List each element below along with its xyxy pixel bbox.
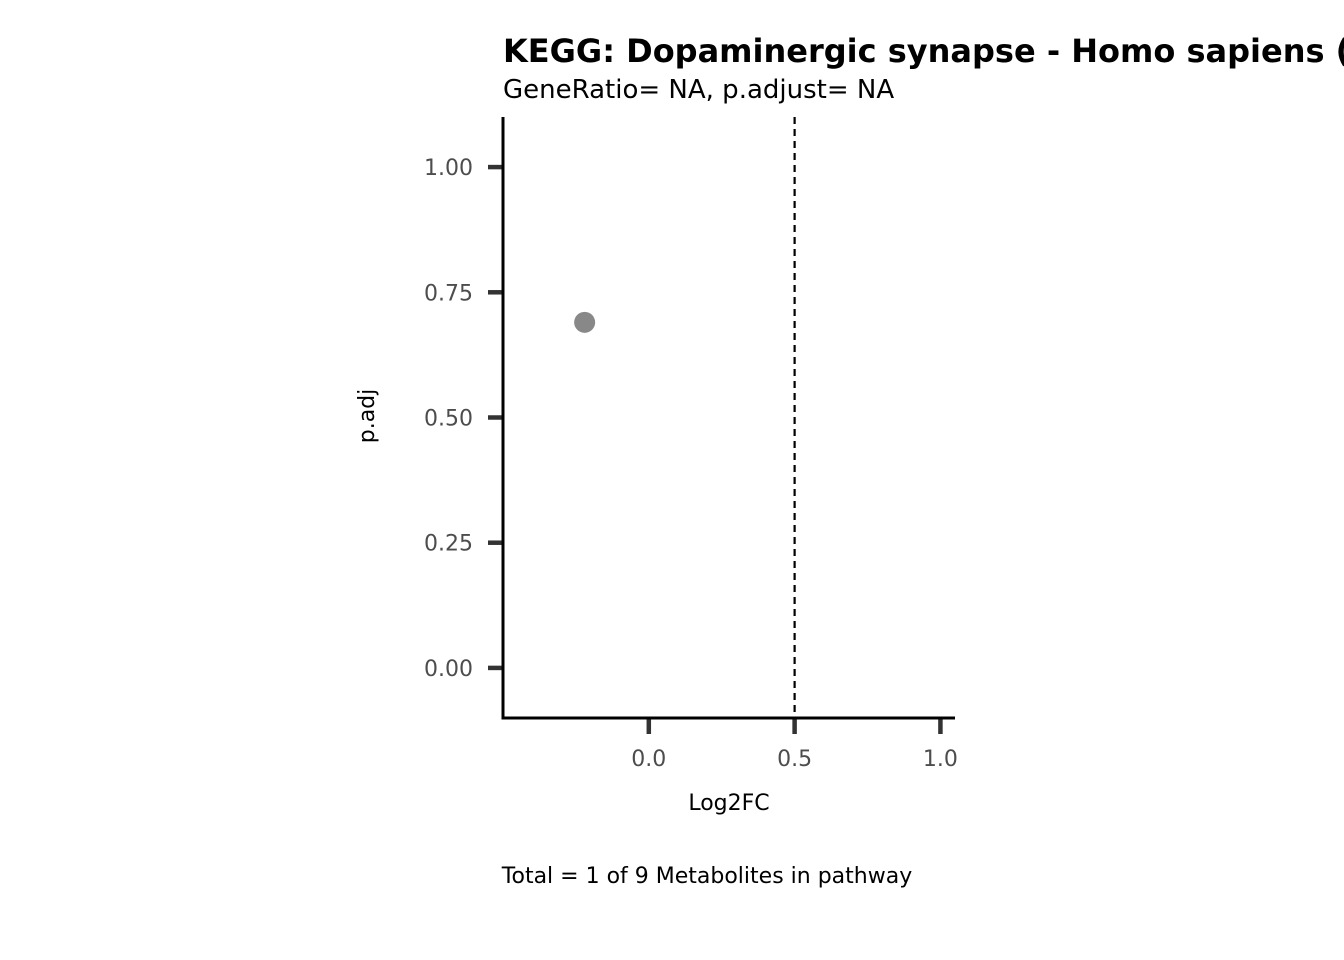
chart-subtitle: GeneRatio= NA, p.adjust= NA bbox=[503, 75, 894, 105]
x-axis-ticks: 0.0 0.5 1.0 bbox=[631, 718, 958, 772]
y-tick-label: 0.50 bbox=[424, 407, 473, 432]
y-tick-label: 1.00 bbox=[424, 156, 473, 181]
chart-caption: Total = 1 of 9 Metabolites in pathway bbox=[501, 864, 912, 889]
y-tick-label: 0.25 bbox=[424, 532, 473, 557]
x-axis-title: Log2FC bbox=[688, 791, 769, 816]
x-tick-label: 0.0 bbox=[631, 747, 666, 772]
data-points bbox=[574, 311, 596, 333]
x-tick-label: 1.0 bbox=[923, 747, 958, 772]
chart-title: KEGG: Dopaminergic synapse - Homo sapien… bbox=[503, 32, 1344, 70]
y-tick-label: 0.00 bbox=[424, 657, 473, 682]
x-tick-label: 0.5 bbox=[777, 747, 812, 772]
y-axis-ticks: 0.00 0.25 0.50 0.75 1.00 bbox=[424, 156, 503, 682]
y-axis-title: p.adj bbox=[355, 389, 380, 444]
data-point bbox=[574, 311, 596, 333]
y-tick-label: 0.75 bbox=[424, 281, 473, 306]
